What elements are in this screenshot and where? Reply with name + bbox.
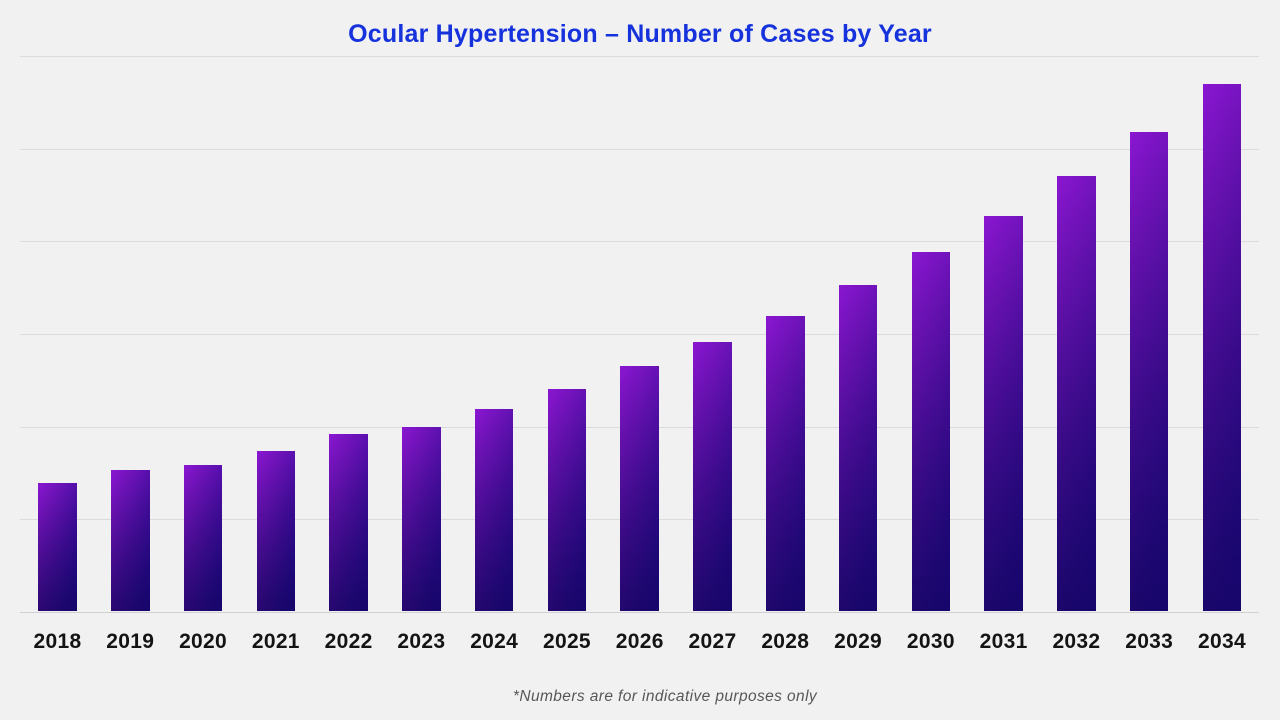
gridline xyxy=(20,241,1259,243)
bar-2020 xyxy=(183,464,223,611)
bar-2030 xyxy=(911,252,951,611)
gridline xyxy=(20,56,1259,57)
bar-2018 xyxy=(38,483,77,611)
x-tick-2018: 2018 xyxy=(33,630,82,653)
bar-2029 xyxy=(838,284,878,611)
bar-2032 xyxy=(1057,176,1096,611)
x-tick-2033: 2033 xyxy=(1125,630,1174,653)
x-tick-2034: 2034 xyxy=(1198,630,1246,653)
bar-2022 xyxy=(329,434,368,611)
x-tick-2021: 2021 xyxy=(251,630,300,653)
bar-2024 xyxy=(474,409,514,611)
gridline xyxy=(20,148,1259,150)
bar-2028 xyxy=(766,316,805,611)
x-axis-tick-labels: 2018 2019 2020 2021 2022 2023 2024 2025 2026 2027… xyxy=(20,630,1259,660)
chart-title: Ocular Hypertension – Number of Cases by… xyxy=(348,20,932,48)
bar-2025 xyxy=(547,388,587,611)
x-tick-2032: 2032 xyxy=(1052,630,1101,653)
bar-2031 xyxy=(984,216,1023,611)
x-tick-2020: 2020 xyxy=(179,630,227,653)
x-tick-2030: 2030 xyxy=(906,630,955,653)
bar-2019 xyxy=(111,470,150,611)
x-tick-2031: 2031 xyxy=(979,630,1028,653)
bar-2027 xyxy=(693,342,732,611)
x-tick-2022: 2022 xyxy=(324,630,373,653)
x-tick-2028: 2028 xyxy=(761,630,810,653)
x-tick-2025: 2025 xyxy=(542,630,591,653)
footnote: *Numbers are for indicative purposes onl… xyxy=(512,688,818,705)
x-tick-2029: 2029 xyxy=(834,630,883,653)
x-tick-2026: 2026 xyxy=(615,630,664,653)
x-tick-2019: 2019 xyxy=(106,630,155,653)
x-tick-2027: 2027 xyxy=(688,630,737,653)
x-axis-line xyxy=(20,612,1259,613)
x-tick-2024: 2024 xyxy=(470,630,519,653)
x-tick-2023: 2023 xyxy=(397,630,446,653)
gridline xyxy=(20,334,1259,335)
bar-2034 xyxy=(1202,83,1242,611)
bar-2033 xyxy=(1129,131,1169,611)
plot-area xyxy=(20,56,1259,613)
bar-2023 xyxy=(402,426,441,611)
bar-2026 xyxy=(620,366,659,611)
bar-2021 xyxy=(256,450,296,611)
